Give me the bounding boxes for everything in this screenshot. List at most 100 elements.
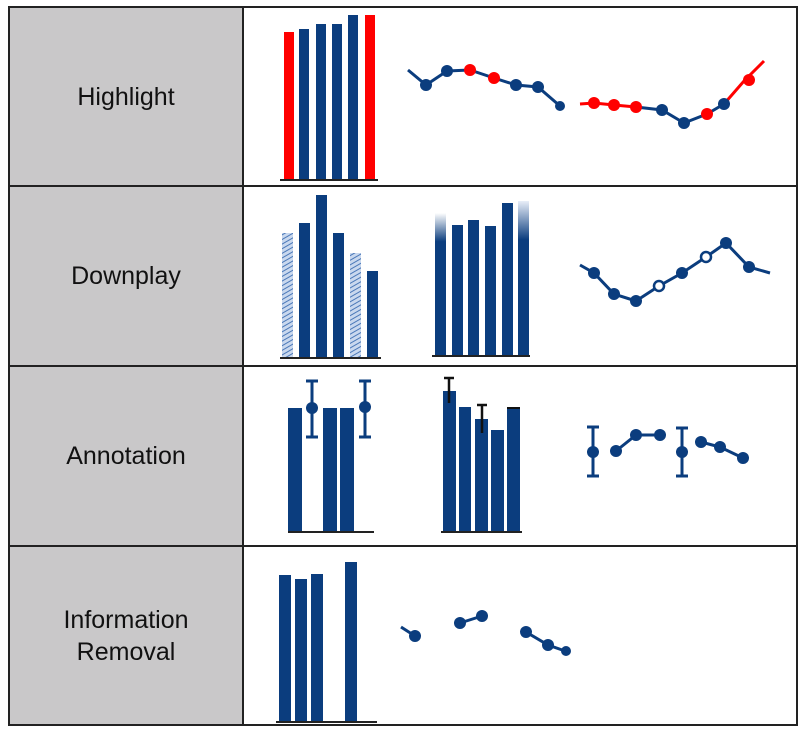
- point: [409, 630, 421, 642]
- example-cell-downplay: [244, 187, 796, 365]
- annotation-examples: [288, 376, 749, 533]
- point: [714, 441, 726, 453]
- information-removal-examples: [276, 562, 571, 723]
- point-hollow: [652, 279, 666, 293]
- highlight-examples: [280, 15, 766, 181]
- label-cell-downplay: Downplay: [10, 187, 244, 365]
- point: [737, 452, 749, 464]
- point: [743, 261, 755, 273]
- bar: [295, 579, 307, 722]
- series-line-highlighted: [579, 101, 637, 109]
- example-cell-highlight: [244, 8, 796, 185]
- point-highlighted: [630, 101, 642, 113]
- downplay-examples: [280, 195, 771, 359]
- bar: [299, 223, 310, 358]
- bar: [316, 24, 326, 180]
- bar: [299, 29, 309, 180]
- row-information-removal: Information Removal: [10, 545, 796, 724]
- bar-downplayed: [350, 253, 361, 358]
- bar: [485, 226, 496, 356]
- bar-highlighted: [284, 32, 294, 180]
- point-highlighted: [608, 99, 620, 111]
- bar: [332, 24, 342, 180]
- bar: [502, 203, 513, 356]
- point-hollow: [699, 250, 713, 264]
- removal-line-chart: [400, 610, 571, 656]
- bar: [345, 562, 357, 722]
- point: [510, 79, 522, 91]
- row-label-highlight: Highlight: [77, 82, 175, 111]
- bar: [468, 220, 479, 356]
- bar: [367, 271, 378, 358]
- point: [588, 267, 600, 279]
- bar: [311, 574, 323, 722]
- label-cell-annotation: Annotation: [10, 367, 244, 545]
- label-cell-highlight: Highlight: [10, 8, 244, 185]
- point: [532, 81, 544, 93]
- point: [420, 79, 432, 91]
- downplay-line-chart: [579, 237, 771, 307]
- highlight-bar-chart: [280, 15, 378, 181]
- point-highlighted: [488, 72, 500, 84]
- point-highlighted: [464, 64, 476, 76]
- series-line: [579, 241, 771, 303]
- point-highlighted: [588, 97, 600, 109]
- downplay-faded-bar-chart: [432, 201, 530, 357]
- highlight-line-chart-2: [579, 59, 766, 129]
- point: [520, 626, 532, 638]
- point: [441, 65, 453, 77]
- example-cell-annotation: [244, 367, 796, 545]
- bar: [288, 408, 302, 531]
- point: [656, 104, 668, 116]
- point: [608, 288, 620, 300]
- removal-bar-chart: [276, 562, 377, 723]
- annotation-line-chart: [587, 425, 749, 478]
- point: [561, 646, 571, 656]
- point: [718, 98, 730, 110]
- row-label-information-removal: Information Removal: [63, 605, 189, 666]
- bar: [333, 233, 344, 358]
- technique-grid: Highlight: [8, 6, 798, 726]
- bar: [475, 419, 488, 532]
- point: [542, 639, 554, 651]
- point: [678, 117, 690, 129]
- bar-highlighted: [365, 15, 375, 180]
- point: [630, 295, 642, 307]
- point-highlighted: [701, 108, 713, 120]
- bar-downplayed: [282, 233, 293, 358]
- point: [306, 402, 318, 414]
- bar: [507, 408, 520, 532]
- row-label-annotation: Annotation: [66, 442, 186, 470]
- point: [555, 101, 565, 111]
- bar: [452, 225, 463, 356]
- point: [676, 267, 688, 279]
- point: [610, 445, 622, 457]
- highlight-line-chart-1: [407, 64, 565, 111]
- point: [587, 446, 599, 458]
- row-annotation: Annotation: [10, 365, 796, 545]
- point: [630, 429, 642, 441]
- bar: [491, 430, 504, 532]
- point: [476, 610, 488, 622]
- point: [720, 237, 732, 249]
- annotation-error-bar-chart: [441, 376, 522, 533]
- label-cell-information-removal: Information Removal: [10, 547, 244, 724]
- row-highlight: Highlight: [10, 8, 796, 185]
- downplay-bar-chart: [280, 195, 381, 359]
- bar: [316, 195, 327, 358]
- bar: [340, 408, 354, 531]
- point: [695, 436, 707, 448]
- bar: [323, 408, 337, 531]
- annotation-bar-chart: [288, 379, 374, 533]
- bar: [279, 575, 291, 722]
- point: [359, 401, 371, 413]
- bar: [459, 407, 471, 532]
- bar-faded: [518, 201, 529, 356]
- bar: [443, 391, 456, 532]
- point: [454, 617, 466, 629]
- bar-faded: [435, 213, 446, 356]
- point: [676, 446, 688, 458]
- row-downplay: Downplay: [10, 185, 796, 365]
- point-highlighted: [743, 74, 755, 86]
- example-cell-information-removal: [244, 547, 796, 724]
